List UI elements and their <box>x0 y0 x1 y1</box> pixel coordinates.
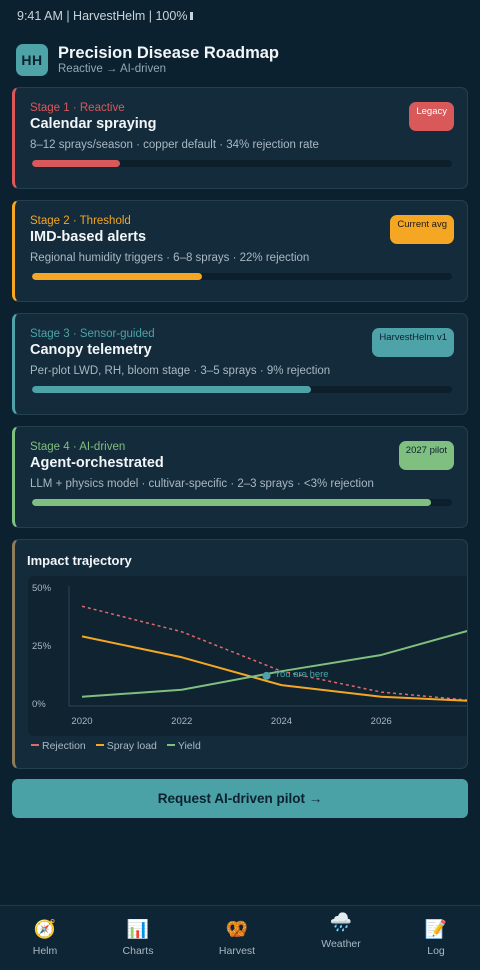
app-logo: HH <box>16 44 48 76</box>
stage-label: Stage 3 · Sensor-guided <box>30 328 155 340</box>
legend-swatch <box>31 744 39 746</box>
stage-badge: 2027 pilot <box>398 441 454 470</box>
chart-title: Impact trajectory <box>27 553 132 568</box>
legend-label: Yield <box>177 740 201 752</box>
stage-progress-track <box>32 499 452 506</box>
stage-card-4[interactable]: Stage 4 · AI-driven Agent-orchestrated L… <box>12 426 468 528</box>
stage-description: LLM + physics model · cultivar-specific … <box>30 478 374 490</box>
stage-progress-fill <box>32 273 203 280</box>
chart-legend: Rejection Spray load Yield <box>31 740 208 752</box>
stage-progress-track <box>32 273 452 280</box>
nav-item-charts[interactable]: 📊 Charts <box>98 906 178 970</box>
nav-item-harvest[interactable]: 🥨 Harvest <box>197 906 277 970</box>
request-pilot-button[interactable]: Request AI-driven pilot → <box>12 779 468 818</box>
stage-progress-track <box>32 160 452 167</box>
nav-label: Weather <box>321 938 361 950</box>
y-tick-label: 50% <box>32 583 52 594</box>
stage-description: Per-plot LWD, RH, bloom stage · 3–5 spra… <box>30 365 331 377</box>
stage-description: 8–12 sprays/season · copper default · 34… <box>30 139 319 151</box>
nav-item-weather[interactable]: 🌧️ Weather <box>301 906 381 970</box>
series-line-spray-load <box>81 635 467 702</box>
stage-label: Stage 2 · Threshold <box>30 215 131 227</box>
you-are-here-label: You are here <box>275 669 329 680</box>
memo-icon: 📝 <box>424 919 448 939</box>
legend-swatch <box>166 744 175 746</box>
nav-label: Charts <box>122 945 154 957</box>
stage-progress-track <box>32 386 452 393</box>
nav-item-helm[interactable]: 🧭 Helm <box>5 906 85 970</box>
impact-chart: 50%25%0%20202022202420262028You are here <box>32 583 467 727</box>
rain-cloud-icon: 🌧️ <box>329 912 353 932</box>
legend-item-yield: Yield <box>166 740 201 752</box>
y-tick-label: 0% <box>32 699 46 710</box>
status-text: 9:41 AM | HarvestHelm | 100% <box>17 9 188 23</box>
pretzel-icon: 🥨 <box>225 919 249 939</box>
page-title: Precision Disease Roadmap <box>58 44 280 62</box>
stage-card-3[interactable]: Stage 3 · Sensor-guided Canopy telemetry… <box>12 313 468 415</box>
stage-description: Regional humidity triggers · 6–8 sprays … <box>30 252 310 264</box>
you-are-here-marker <box>262 671 271 680</box>
bar-chart-icon: 📊 <box>126 919 150 939</box>
nav-label: Helm <box>32 945 58 957</box>
stage-progress-fill <box>32 160 121 167</box>
stage-progress-fill <box>32 386 312 393</box>
legend-item-spray-load: Spray load <box>95 740 157 752</box>
stage-title: Calendar spraying <box>30 116 157 132</box>
stage-progress-fill <box>32 499 431 506</box>
stage-title: IMD-based alerts <box>30 229 147 245</box>
status-bar: 9:41 AM | HarvestHelm | 100% <box>17 9 194 23</box>
legend-swatch <box>95 744 104 746</box>
compass-icon: 🧭 <box>33 919 57 939</box>
stage-label: Stage 4 · AI-driven <box>30 441 126 453</box>
nav-label: Log <box>427 945 445 957</box>
legend-label: Rejection <box>42 740 86 752</box>
stage-label: Stage 1 · Reactive <box>30 102 125 114</box>
stage-badge: Legacy <box>409 102 454 131</box>
nav-label: Harvest <box>218 945 256 957</box>
x-tick-label: 2026 <box>371 716 392 727</box>
stage-title: Canopy telemetry <box>30 342 152 358</box>
page-subtitle: Reactive → AI-driven <box>58 63 167 75</box>
series-line-rejection <box>81 605 467 701</box>
battery-icon <box>190 12 194 20</box>
stage-card-2[interactable]: Stage 2 · Threshold IMD-based alerts Reg… <box>12 200 468 302</box>
bottom-nav: 🧭 Helm 📊 Charts 🥨 Harvest 🌧️ Weather 📝 L… <box>0 905 480 970</box>
stage-badge: HarvestHelm v1 <box>372 328 454 357</box>
stage-card-1[interactable]: Stage 1 · Reactive Calendar spraying 8–1… <box>12 87 468 189</box>
legend-item-rejection: Rejection <box>31 740 86 752</box>
series-line-yield <box>81 629 467 698</box>
y-tick-label: 25% <box>32 641 52 652</box>
chart-plot-area: 50%25%0%20202022202420262028You are here <box>28 576 467 736</box>
x-tick-label: 2020 <box>71 716 92 727</box>
legend-label: Spray load <box>106 740 157 752</box>
nav-item-log[interactable]: 📝 Log <box>396 906 476 970</box>
impact-chart-card: Impact trajectory 50% 25% 0% 2020 2022 2024 20… <box>12 539 468 769</box>
x-tick-label: 2024 <box>271 716 292 727</box>
stage-title: Agent-orchestrated <box>30 455 164 471</box>
stage-badge: Current avg <box>390 215 454 244</box>
app-header: HH Precision Disease Roadmap Reactive → … <box>16 44 466 76</box>
x-tick-label: 2022 <box>171 716 192 727</box>
